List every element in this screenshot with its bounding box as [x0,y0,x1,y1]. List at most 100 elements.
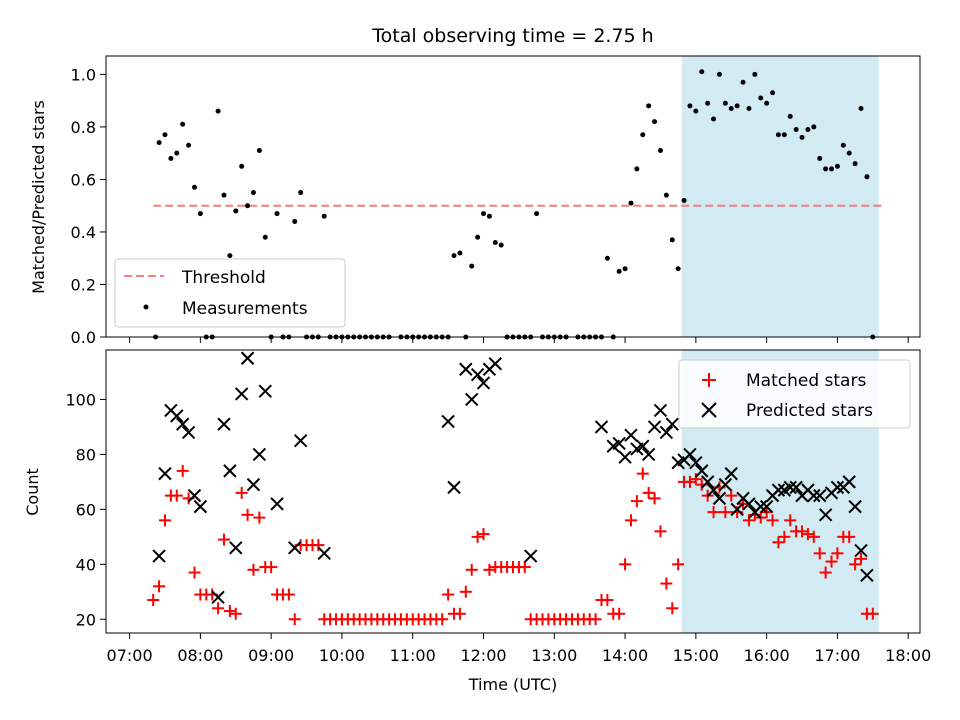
measurement-point [817,155,823,161]
matched-star-point [683,475,696,488]
predicted-star-point [252,447,267,462]
matched-star-point [642,486,655,499]
matched-star-point [212,602,225,615]
measurement-point [604,255,610,261]
matched-star-point [217,533,230,546]
top-axes-frame [105,55,921,338]
matched-star-point [630,495,643,508]
matched-star-point [636,467,649,480]
measurement-point [799,134,805,140]
legend-predicted-label: Predicted stars [746,401,873,421]
measurement-point [451,253,457,259]
bottom-y-tick-label: 80 [76,445,96,464]
predicted-star-point [158,466,172,481]
bottom-y-tick-label: 40 [76,555,96,574]
predicted-star-point [783,480,797,495]
matched-star-point [158,514,171,527]
predicted-star-point [848,499,862,514]
measurement-point [227,253,233,259]
matched-star-point [170,489,183,502]
bottom-y-ticks: 20 40 60 80 100 [65,390,106,629]
top-y-tick-label: 0.8 [71,118,96,137]
measurement-point [646,103,652,109]
top-y-tick-label: 0.6 [71,170,96,189]
predicted-star-point [288,541,302,555]
measurement-point [292,218,298,224]
matched-star-point [866,607,879,620]
measurement-point [716,71,722,77]
measurement-point [864,174,870,180]
predicted-star-point [594,420,609,434]
predicted-star-point [807,488,821,503]
measurement-point [652,119,658,125]
predicted-star-point [695,464,709,478]
legend-measurements-label: Measurements [182,299,308,319]
measurement-point [180,121,186,127]
matched-star-point [188,566,201,579]
bottom-x-tick-label: 11:00 [390,646,436,665]
top-panel: 0.0 0.2 0.4 0.6 0.8 1.0 Total observing time … [29,25,921,347]
matched-star-point [849,558,862,571]
measurement-point [775,132,781,138]
matched-star-point [819,566,832,579]
bottom-x-axis-label: Time (UTC) [468,675,557,694]
matched-star-point [801,528,814,541]
predicted-star-point [211,590,225,604]
top-y-axis-label: Matched/Predicted stars [29,100,48,294]
legend-matched-label: Matched stars [746,371,866,391]
predicted-star-point [759,499,774,514]
measurement-point [628,200,634,206]
bottom-x-tick-label: 14:00 [602,646,648,665]
matched-star-point [436,613,449,626]
top-shaded-region [681,56,879,337]
top-y-ticks: 0.0 0.2 0.4 0.6 0.8 1.0 [71,65,106,347]
measurement-point [469,263,475,269]
bottom-x-tick-label: 15:00 [673,646,719,665]
measurement-point [858,106,864,112]
measurement-point [675,266,681,272]
matched-star-point [241,508,254,521]
matched-star-point [147,594,160,607]
predicted-star-point [860,568,874,583]
measurement-point [711,116,717,122]
predicted-star-point [223,464,237,478]
predicted-star-point [641,447,656,462]
predicted-star-point [175,417,190,431]
matched-star-point [719,506,732,519]
matched-star-point [784,514,797,527]
matched-star-point [766,514,779,527]
measurement-point [752,71,758,77]
matched-star-point [831,547,844,560]
bottom-x-tick-label: 08:00 [177,646,223,665]
predicted-star-point [724,466,738,481]
measurement-point [622,266,628,272]
predicted-star-point [830,480,845,495]
bottom-y-axis-label: Count [23,468,42,516]
predicted-star-point [742,497,756,511]
predicted-star-point [470,368,485,382]
matched-star-point [229,607,242,620]
predicted-star-point [258,384,272,398]
predicted-star-point [441,414,455,429]
predicted-star-point [488,357,503,371]
matched-star-point [707,506,720,519]
predicted-star-point [771,483,786,497]
predicted-star-point [618,450,632,464]
matched-star-point [471,530,484,543]
matched-star-point [772,536,785,549]
matched-star-point [465,563,478,576]
measurement-point [274,211,280,217]
predicted-star-point [459,362,473,376]
measurement-point [298,190,304,196]
measurement-point [256,148,262,154]
matched-star-point [666,602,679,615]
measurement-point [640,132,646,138]
matched-star-point [459,585,472,598]
matched-star-point [253,511,266,524]
matched-star-point [725,489,738,502]
measurement-point [722,100,728,106]
predicted-star-point [700,475,715,489]
bottom-y-tick-label: 100 [65,390,96,409]
predicted-star-point [712,491,727,506]
matched-star-point [176,464,189,477]
